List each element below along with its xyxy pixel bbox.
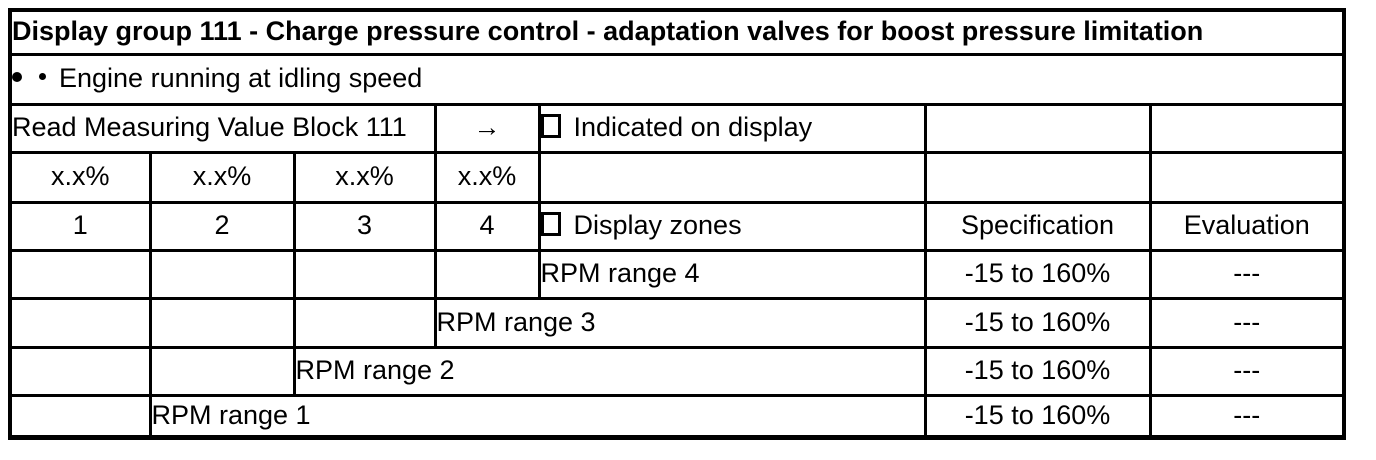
display-value-1: x.x% xyxy=(8,150,152,204)
display-zones-label: Display zones xyxy=(573,210,742,241)
placeholder-box-icon xyxy=(542,212,561,237)
zone-number-3: 3 xyxy=(292,200,437,252)
display-value-3: x.x% xyxy=(292,150,437,204)
rpm-range-2-eval: --- xyxy=(1148,345,1346,397)
indicated-on-display-text: Indicated on display xyxy=(573,112,813,143)
empty-cell xyxy=(292,296,437,349)
display-zones-cell: Display zones xyxy=(537,200,927,252)
rpm-range-3-eval: --- xyxy=(1148,296,1346,349)
zone-number-1: 1 xyxy=(8,200,152,252)
table-row: RPM range 1 -15 to 160% --- xyxy=(8,393,1346,439)
empty-cell xyxy=(433,248,541,300)
zone-number-4: 4 xyxy=(433,200,541,252)
read-mvb-instruction: Read Measuring Value Block 111 xyxy=(8,102,437,154)
measuring-value-block-table: Display group 111 - Charge pressure cont… xyxy=(8,8,1347,440)
evaluation-header: Evaluation xyxy=(1148,200,1346,252)
rpm-range-2-spec: -15 to 160% xyxy=(923,345,1152,397)
empty-cell xyxy=(923,150,1152,204)
rpm-range-1-eval: --- xyxy=(1148,393,1346,439)
rpm-range-3-label: RPM range 3 xyxy=(433,296,927,349)
display-value-2: x.x% xyxy=(148,150,296,204)
empty-cell xyxy=(148,296,296,349)
rpm-range-1-label: RPM range 1 xyxy=(148,393,927,439)
rpm-range-3-spec: -15 to 160% xyxy=(923,296,1152,349)
test-condition-text: Engine running at idling speed xyxy=(59,63,423,94)
empty-cell xyxy=(292,248,437,300)
empty-cell xyxy=(1148,150,1346,204)
placeholder-box-icon xyxy=(542,114,561,139)
display-group-title: Display group 111 - Charge pressure cont… xyxy=(8,8,1346,56)
table-row: RPM range 2 -15 to 160% --- xyxy=(8,345,1346,397)
specification-header: Specification xyxy=(923,200,1152,252)
empty-cell xyxy=(537,150,927,204)
test-condition-cell: Engine running at idling speed xyxy=(8,52,1346,106)
display-value-4: x.x% xyxy=(433,150,541,204)
empty-cell xyxy=(8,345,152,397)
indicated-on-display-cell: Indicated on display xyxy=(537,102,927,154)
zone-number-2: 2 xyxy=(148,200,296,252)
empty-cell xyxy=(8,393,152,439)
rpm-range-4-eval: --- xyxy=(1148,248,1346,300)
empty-cell xyxy=(148,248,296,300)
empty-cell xyxy=(8,296,152,349)
sub-bullet-icon xyxy=(39,73,46,81)
empty-cell xyxy=(923,102,1152,154)
table-row: RPM range 3 -15 to 160% --- xyxy=(8,296,1346,349)
empty-cell xyxy=(148,345,296,397)
rpm-range-4-spec: -15 to 160% xyxy=(923,248,1152,300)
table-row: RPM range 4 -15 to 160% --- xyxy=(8,248,1346,300)
empty-cell xyxy=(8,248,152,300)
rpm-range-2-label: RPM range 2 xyxy=(292,345,927,397)
rpm-range-1-spec: -15 to 160% xyxy=(923,393,1152,439)
rpm-range-4-label: RPM range 4 xyxy=(537,248,927,300)
empty-cell xyxy=(1148,102,1346,154)
bullet-icon xyxy=(13,72,22,83)
arrow-right-icon: → xyxy=(433,102,541,154)
